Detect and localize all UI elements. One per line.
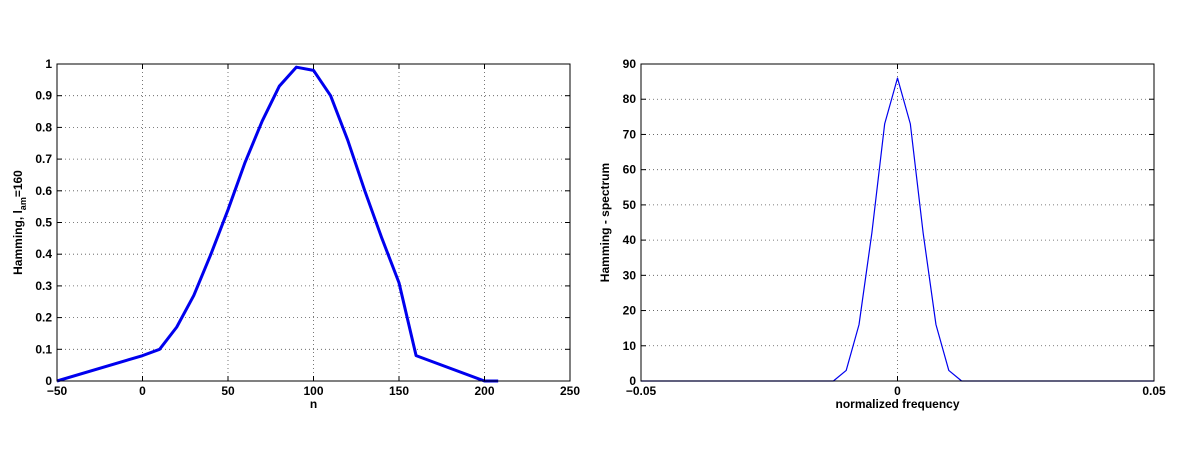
y-axis-label-left: Hamming, lam=160	[11, 170, 28, 275]
y-tick-label: 0.1	[35, 342, 52, 356]
y-tick-label: 20	[623, 304, 637, 318]
y-tick-label: 0.9	[35, 89, 52, 103]
y-tick-label: 0.5	[35, 216, 52, 230]
y-tick-label: 60	[623, 163, 637, 177]
y-tick-label: 1	[45, 57, 52, 71]
y-tick-label: 0.4	[35, 247, 52, 261]
x-tick-label: 200	[474, 384, 494, 398]
y-axis-label-right: Hamming - spectrum	[598, 163, 612, 282]
y-tick-label: 0.2	[35, 311, 52, 325]
y-tick-label: 30	[623, 268, 637, 282]
y-tick-label: 0.6	[35, 184, 52, 198]
y-tick-label: 0.3	[35, 279, 52, 293]
x-tick-label: 0	[139, 384, 146, 398]
y-axis-label-tail: =160	[11, 170, 25, 197]
ticks-left: −50 0 50 100 150 200 25000.10.20.30.40.50.60.7…	[35, 57, 580, 398]
hamming-window-line	[56, 65, 499, 383]
y-tick-label: 0	[629, 374, 636, 388]
x-tick-label: 100	[303, 384, 323, 398]
y-axis-label-subscript: am	[18, 197, 28, 210]
x-tick-label: 0	[894, 384, 901, 398]
x-axis-label-right: normalized frequency	[835, 397, 959, 411]
x-tick-label: −0.05	[626, 384, 657, 398]
grid-left	[57, 64, 570, 381]
x-tick-label: 250	[560, 384, 580, 398]
y-tick-label: 0.8	[35, 120, 52, 134]
y-tick-label: 70	[623, 127, 637, 141]
y-tick-label: 90	[623, 57, 637, 71]
x-axis-label-left: n	[310, 397, 317, 411]
y-tick-label: 80	[623, 92, 637, 106]
y-tick-label: 40	[623, 233, 637, 247]
x-tick-label: −50	[47, 384, 68, 398]
grid-right	[641, 64, 1154, 381]
x-tick-label: 150	[389, 384, 409, 398]
hamming-spectrum-line	[641, 77, 1154, 382]
hamming-window-chart: −50 0 50 100 150 200 25000.10.20.30.40.50.60.7…	[11, 57, 580, 411]
x-tick-label: 0.05	[1142, 384, 1166, 398]
y-axis-label-main: Hamming, l	[11, 210, 25, 275]
y-tick-label: 10	[623, 339, 637, 353]
y-tick-label: 0.7	[35, 152, 52, 166]
y-tick-label: 0	[45, 374, 52, 388]
y-tick-label: 50	[623, 198, 637, 212]
axes-frame-right	[640, 63, 1155, 382]
x-tick-label: 50	[221, 384, 235, 398]
